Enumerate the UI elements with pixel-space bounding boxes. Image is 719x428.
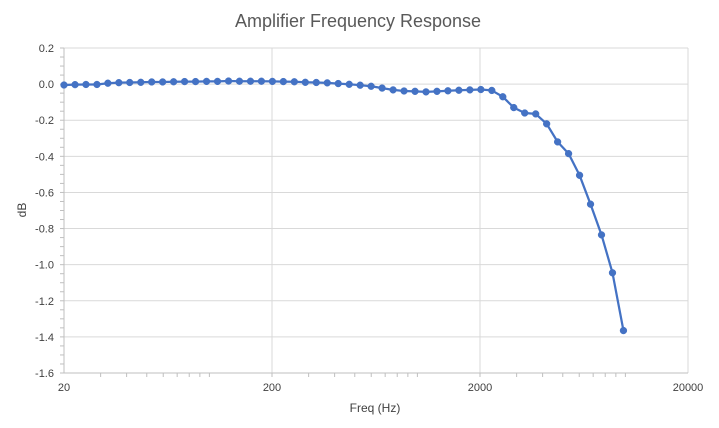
data-point [400,87,408,95]
y-tick-label: -1.6 [35,368,54,380]
y-tick-label: -0.4 [35,151,54,163]
data-point [148,78,156,86]
data-point [334,79,342,88]
data-point [312,78,320,87]
grid [63,47,689,374]
data-point [345,80,353,88]
data-point [356,81,364,89]
data-point [268,77,277,86]
data-point [499,93,507,101]
data-point [367,82,375,90]
data-point [422,88,430,96]
data-point [532,110,540,118]
x-tick-label: 20000 [673,382,704,394]
data-point [115,79,123,87]
data-point [235,77,244,85]
data-point [433,87,441,95]
data-point [71,81,79,89]
data-point [93,80,101,89]
data-point [389,86,397,94]
data-point [290,78,298,86]
data-point [126,78,134,87]
x-tick-label: 20 [58,382,70,394]
y-tick-label: -1.2 [35,296,54,308]
data-point [169,78,178,86]
y-tick-label: -0.8 [35,224,54,236]
chart-title: Amplifier Frequency Response [235,11,481,31]
data-point [60,81,68,89]
data-point [378,84,386,92]
y-tick-label: 0.2 [39,43,54,55]
data-point [553,138,562,146]
x-axis-label: Freq (Hz) [350,401,401,415]
data-point [597,231,606,239]
series-path [63,79,625,331]
data-point [455,86,463,94]
data-point [575,171,584,179]
data-point [477,85,485,94]
data-point [444,87,452,95]
data-point [104,79,112,87]
data-point [543,120,551,128]
axes [60,47,688,377]
data-point [82,80,90,89]
y-tick-label: -1.4 [35,332,54,344]
data-point [213,77,222,86]
data-point [224,77,233,85]
y-axis-label: dB [15,203,29,218]
data-point [466,86,474,94]
y-tick-label: 0.0 [39,79,54,91]
data-point [323,79,331,87]
data-point [488,86,496,95]
series-line [60,77,628,335]
data-point [521,109,529,117]
data-point [202,77,211,86]
data-point [137,78,145,86]
data-point [411,87,419,95]
data-point [301,78,309,86]
data-point [246,77,255,85]
y-tick-label: -0.2 [35,115,54,127]
x-tick-label: 2000 [468,382,492,394]
data-point [510,103,518,112]
data-point [586,200,595,208]
y-tick-label: -1.0 [35,260,54,272]
data-point [619,326,628,335]
data-point [608,269,617,277]
data-point [180,77,189,86]
tick-labels: 0.2 0.0 -0.2 -0.4 -0.6 -0.8 -1.0 -1.2 -1.4 -1.6 20… [35,43,703,394]
data-point [158,78,167,86]
data-point [279,77,288,86]
data-point [191,77,200,86]
data-point [564,149,573,158]
data-point [257,77,266,85]
y-tick-label: -0.6 [35,187,54,199]
x-tick-label: 200 [263,382,281,394]
